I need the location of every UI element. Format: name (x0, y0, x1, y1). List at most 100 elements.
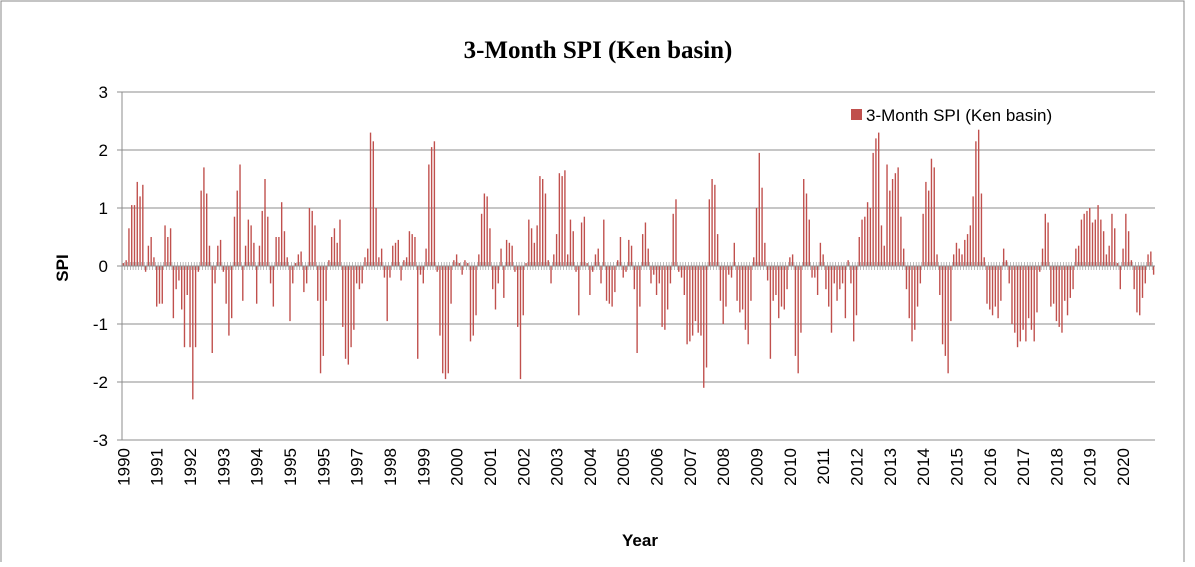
bar (233, 216, 236, 266)
bar (964, 239, 966, 266)
bar (1100, 219, 1102, 266)
bar (639, 266, 641, 307)
bar (758, 152, 760, 266)
bar (1122, 248, 1124, 266)
bar (722, 266, 724, 324)
bar (966, 234, 969, 266)
bar (503, 266, 505, 298)
bar (375, 208, 377, 266)
bar (919, 266, 922, 284)
bar (814, 266, 816, 278)
bar (808, 219, 810, 266)
bar (578, 266, 580, 316)
bar (977, 129, 980, 266)
bar (131, 205, 133, 266)
bar (203, 167, 205, 266)
bar (980, 193, 983, 266)
x-tick-label: 2012 (847, 448, 866, 486)
bar (655, 266, 658, 295)
bar (258, 245, 261, 266)
bar (533, 242, 536, 266)
bar (597, 248, 599, 266)
bar (594, 254, 597, 266)
bar (392, 245, 394, 266)
bar (622, 266, 624, 278)
bar (1150, 251, 1152, 266)
x-tick-label: 1998 (381, 448, 400, 486)
bar (358, 266, 361, 290)
bar (952, 254, 955, 266)
bar (755, 208, 758, 266)
bar (869, 208, 872, 266)
bar (786, 266, 788, 290)
bar (914, 266, 916, 330)
bar (144, 266, 147, 272)
bar (844, 266, 847, 319)
bar (150, 237, 152, 266)
bar (380, 248, 383, 266)
bar (689, 266, 691, 342)
bar (761, 187, 763, 266)
bar (900, 216, 902, 266)
bar (1000, 266, 1002, 301)
bar (611, 266, 613, 307)
bar (675, 199, 677, 266)
bar (686, 266, 688, 345)
bar (347, 266, 350, 365)
bar (803, 179, 805, 266)
bar (1014, 266, 1016, 333)
bar (317, 266, 319, 301)
bar (330, 237, 333, 266)
bar (636, 266, 638, 353)
bar (969, 225, 972, 266)
bar (916, 266, 919, 307)
bar (1077, 245, 1080, 266)
bar (1127, 231, 1130, 266)
bar (217, 245, 219, 266)
bar (458, 263, 461, 266)
bar (1044, 213, 1047, 266)
bar (1005, 260, 1008, 266)
bar (311, 210, 313, 266)
bar (244, 245, 247, 266)
x-tick-label: 2006 (648, 448, 667, 486)
bar (494, 266, 497, 310)
x-tick-label: 1995 (314, 448, 333, 486)
x-tick-label: 2015 (947, 448, 966, 486)
bar (828, 266, 830, 307)
bar (850, 266, 852, 284)
bar (200, 190, 202, 266)
bar (950, 266, 952, 322)
bar (780, 266, 783, 307)
bar (517, 266, 519, 327)
bar (939, 266, 941, 295)
chart-title: 3-Month SPI (Ken basin) (464, 37, 733, 64)
bar (303, 266, 305, 293)
bar (711, 179, 713, 266)
bar (230, 266, 233, 319)
bar (211, 266, 213, 353)
bar (342, 266, 344, 327)
bar (514, 266, 516, 272)
bar (772, 266, 774, 301)
bar (994, 266, 997, 307)
bar (744, 266, 747, 330)
bar (450, 266, 452, 304)
bar (1119, 266, 1121, 290)
bar (669, 266, 672, 284)
bar (161, 266, 163, 304)
x-axis-title: Year (622, 531, 658, 550)
bar (575, 266, 577, 272)
bar (272, 266, 275, 307)
bar (728, 266, 730, 275)
bar (1047, 222, 1049, 266)
bar (172, 266, 175, 319)
x-tick-label: 2017 (1014, 448, 1033, 486)
bar (483, 193, 486, 266)
bar (1066, 266, 1069, 316)
bar (167, 237, 169, 266)
bar (1036, 266, 1038, 313)
bar (294, 263, 297, 266)
bar (922, 213, 924, 266)
